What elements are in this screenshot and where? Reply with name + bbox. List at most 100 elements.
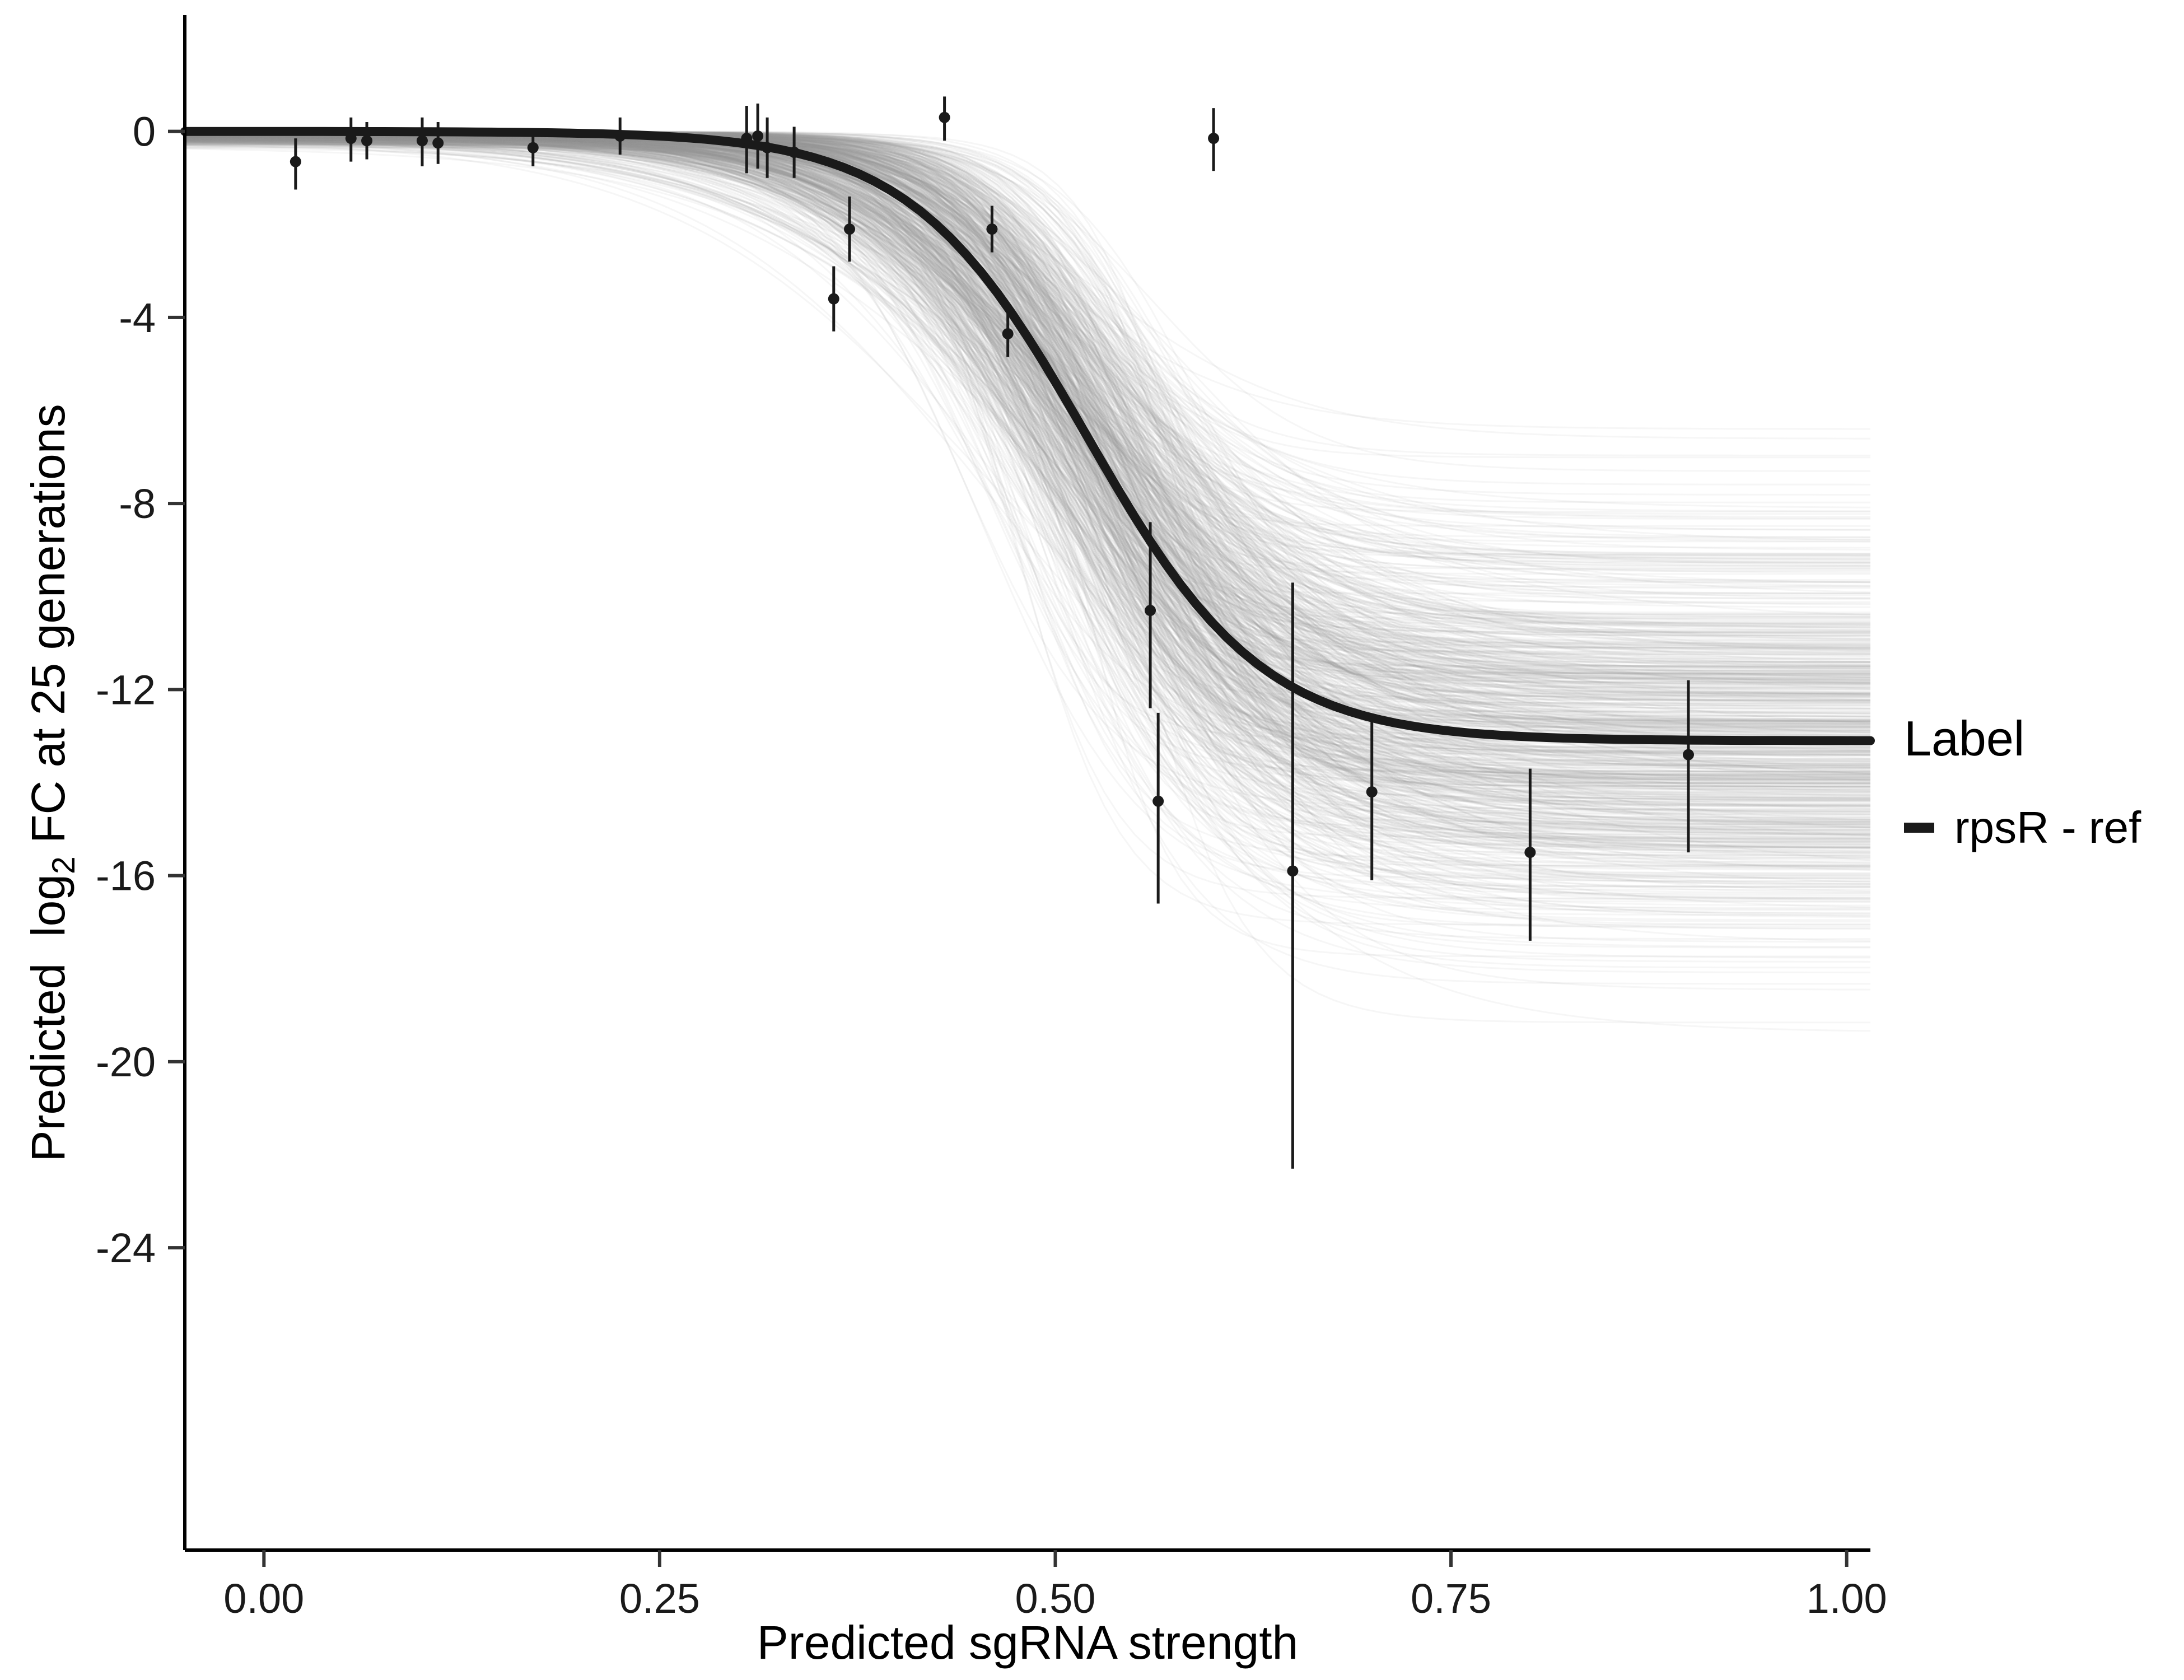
y-tick-label: -20 bbox=[96, 1039, 156, 1085]
ensemble-curve bbox=[185, 137, 1870, 748]
ensemble-curve bbox=[185, 136, 1870, 652]
ensemble-curve bbox=[185, 136, 1870, 810]
ensemble-curve bbox=[184, 138, 1871, 821]
ensemble-curve bbox=[185, 142, 1871, 800]
data-point bbox=[844, 223, 856, 235]
ensemble-curve bbox=[184, 138, 1871, 725]
ensemble-curve bbox=[185, 143, 1871, 730]
ensemble-curve bbox=[185, 136, 1871, 764]
ensemble-curve bbox=[184, 132, 1871, 917]
ensemble-curve bbox=[185, 142, 1870, 689]
ensemble-curve bbox=[184, 136, 1871, 647]
ensemble-curve bbox=[184, 134, 1871, 752]
ensemble-curve bbox=[185, 141, 1871, 769]
ensemble-curve bbox=[184, 132, 1871, 594]
ensemble-curve bbox=[184, 141, 1871, 551]
ensemble-curve bbox=[185, 138, 1870, 562]
ensemble-curve bbox=[184, 137, 1871, 651]
ensemble-curve bbox=[184, 137, 1871, 834]
data-point bbox=[1366, 786, 1378, 798]
ensemble-curve bbox=[185, 137, 1870, 828]
ensemble-curve bbox=[185, 140, 1871, 792]
ensemble-curve bbox=[185, 137, 1870, 670]
ensemble-curve bbox=[185, 134, 1871, 631]
ensemble-curve bbox=[185, 138, 1870, 558]
ensemble-curve bbox=[185, 134, 1870, 752]
ensemble-curve bbox=[185, 147, 1870, 763]
ensemble-curve bbox=[184, 138, 1871, 679]
ensemble-curve bbox=[184, 139, 1871, 852]
y-tick-label: -8 bbox=[119, 480, 156, 527]
ensemble-curve bbox=[185, 138, 1870, 623]
ensemble-curve bbox=[185, 136, 1870, 762]
ensemble-curve bbox=[185, 137, 1870, 779]
ensemble-curve bbox=[185, 146, 1871, 782]
ensemble-curve bbox=[185, 139, 1870, 750]
ensemble-curve bbox=[184, 133, 1871, 752]
ensemble-curve bbox=[184, 132, 1871, 685]
ensemble-curve bbox=[185, 134, 1871, 834]
data-point bbox=[741, 133, 753, 144]
ensemble-curve bbox=[184, 133, 1871, 806]
ensemble-curve bbox=[185, 138, 1870, 637]
ensemble-curve bbox=[184, 134, 1871, 587]
ensemble-curve bbox=[184, 134, 1871, 640]
ensemble-curve bbox=[185, 139, 1871, 629]
ensemble-curve bbox=[184, 134, 1871, 702]
ensemble-curve bbox=[184, 133, 1871, 866]
data-point bbox=[527, 142, 539, 153]
ensemble-curve bbox=[184, 134, 1871, 849]
ensemble-curve bbox=[185, 136, 1871, 914]
ensemble-curve bbox=[185, 136, 1871, 805]
ensemble-curve bbox=[185, 136, 1871, 808]
ensemble-curve bbox=[184, 136, 1871, 763]
y-tick-label: -16 bbox=[96, 853, 156, 899]
ensemble-curve bbox=[185, 136, 1870, 781]
y-axis-title-post: FC at 25 generations bbox=[22, 404, 74, 857]
ensemble-curve bbox=[184, 136, 1871, 664]
ensemble-curve bbox=[184, 136, 1871, 695]
ensemble-curve bbox=[185, 138, 1871, 826]
ensemble-curve bbox=[185, 137, 1870, 722]
y-tick-label: 0 bbox=[133, 109, 156, 155]
ensemble-curve bbox=[185, 140, 1870, 643]
ensemble-curve bbox=[184, 142, 1871, 833]
ensemble-curve bbox=[184, 137, 1871, 858]
ensemble-curve bbox=[185, 135, 1871, 756]
ensemble-curve bbox=[185, 139, 1870, 800]
ensemble-curve bbox=[184, 139, 1871, 738]
ensemble-curve bbox=[184, 136, 1871, 835]
ensemble-curve bbox=[184, 139, 1871, 771]
data-point bbox=[1208, 133, 1220, 144]
ensemble-curve bbox=[185, 139, 1870, 875]
ensemble-curve bbox=[185, 136, 1870, 668]
ensemble-curve bbox=[185, 136, 1870, 717]
ensemble-curve bbox=[185, 138, 1870, 618]
ensemble-curve bbox=[185, 136, 1870, 757]
x-tick-label: 0.75 bbox=[1411, 1575, 1491, 1622]
ensemble-curve bbox=[184, 136, 1871, 775]
ensemble-curve bbox=[184, 134, 1871, 694]
ensemble-curve bbox=[185, 138, 1870, 802]
ensemble-curve bbox=[185, 136, 1870, 472]
ensemble-curve bbox=[185, 137, 1871, 780]
data-point bbox=[986, 223, 998, 235]
ensemble-curve bbox=[185, 136, 1871, 698]
ensemble-curve bbox=[185, 138, 1871, 868]
ensemble-curve bbox=[184, 138, 1871, 605]
ensemble-curve bbox=[184, 137, 1871, 865]
ensemble-curve bbox=[185, 139, 1870, 926]
ensemble-curve bbox=[185, 143, 1870, 723]
ensemble-curve bbox=[185, 141, 1870, 663]
ensemble-curve bbox=[185, 137, 1870, 690]
ensemble-curve bbox=[185, 135, 1871, 898]
ensemble-curves bbox=[184, 130, 1871, 1032]
y-tick-label: -4 bbox=[119, 295, 156, 341]
ensemble-curve bbox=[184, 137, 1871, 724]
ensemble-curve bbox=[185, 136, 1870, 695]
ensemble-curve bbox=[185, 138, 1870, 755]
ensemble-curve bbox=[185, 140, 1870, 767]
ensemble-curve bbox=[184, 134, 1871, 901]
